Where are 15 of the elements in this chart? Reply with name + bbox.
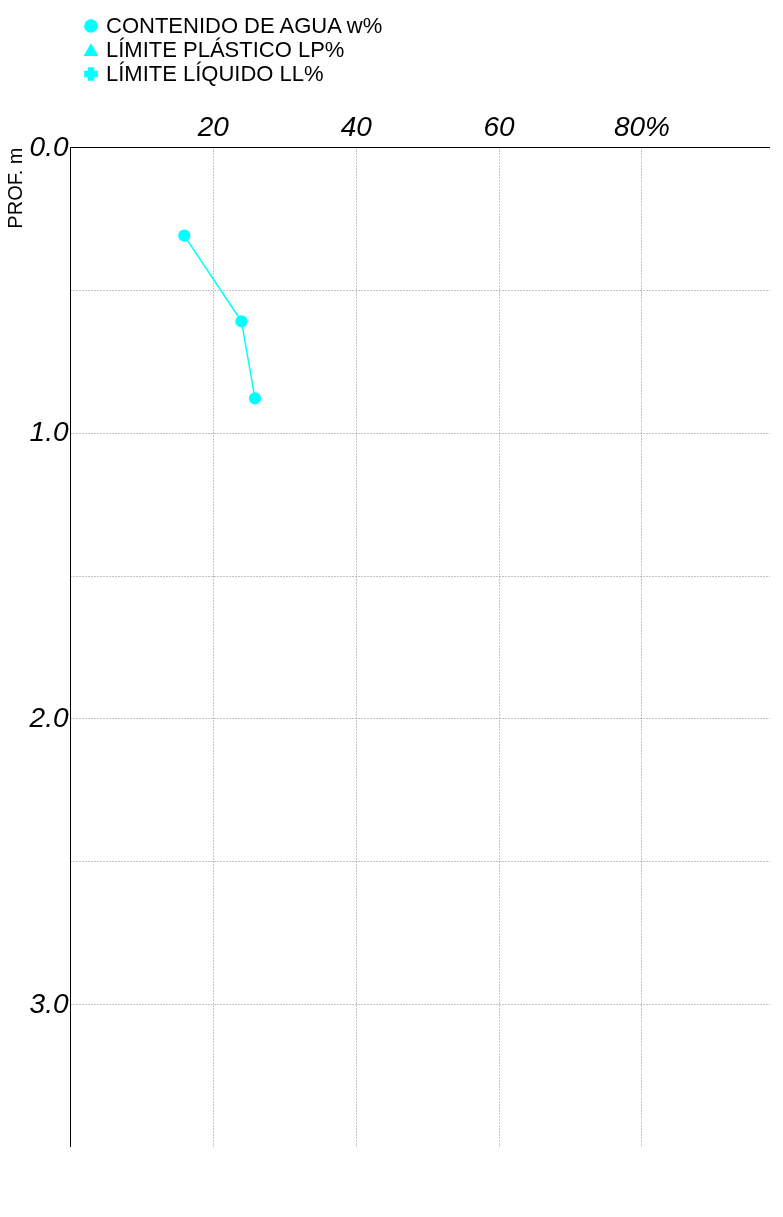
legend-label: LÍMITE LÍQUIDO LL% <box>106 61 324 86</box>
y-tick-label: 2.0 <box>28 701 69 733</box>
y-axis-title: PROF. m <box>3 147 26 229</box>
point <box>178 229 191 242</box>
legend-label: CONTENIDO DE AGUA w% <box>106 13 383 38</box>
point <box>235 315 248 328</box>
point <box>248 392 262 405</box>
y-tick-label: 0.0 <box>29 130 69 162</box>
x-tick-label: 60 <box>483 110 516 142</box>
x-tick-label: 80% <box>613 110 670 142</box>
legend-label: LÍMITE PLÁSTICO LP% <box>106 37 345 62</box>
y-tick-label: 3.0 <box>29 987 69 1019</box>
x-tick-label: 20 <box>196 110 230 142</box>
x-tick-label: 40 <box>340 110 373 142</box>
y-tick-label: 1.0 <box>29 416 69 448</box>
